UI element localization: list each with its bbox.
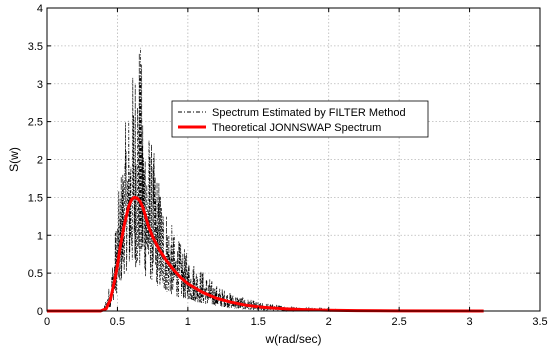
theoretical-spectrum-line bbox=[47, 195, 484, 313]
y-axis-label: S(w) bbox=[7, 147, 21, 172]
x-tick-label: 3 bbox=[467, 316, 473, 328]
y-tick-label: 4 bbox=[37, 3, 43, 15]
y-tick-label: 0 bbox=[37, 306, 43, 318]
y-tick-label: 3.5 bbox=[28, 41, 43, 53]
filter-spectrum-line bbox=[93, 47, 337, 313]
theoretical-series-layer bbox=[47, 195, 484, 313]
legend-label-theoretical: Theoretical JONNSWAP Spectrum bbox=[212, 122, 381, 134]
x-tick-label: 2 bbox=[326, 316, 332, 328]
x-tick-label: 2.5 bbox=[391, 316, 406, 328]
x-tick-label: 1 bbox=[185, 316, 191, 328]
x-tick-label: 3.5 bbox=[532, 316, 547, 328]
filter-series-layer bbox=[47, 47, 337, 313]
y-tick-label: 2 bbox=[37, 155, 43, 167]
x-tick-label: 0.5 bbox=[110, 316, 125, 328]
tick-layer: 0 0.5 1 1.5 2 2.5 3 3.5 0 0.5 1 1.5 2 2.5 3 3.5 4 bbox=[28, 3, 548, 328]
x-tick-label: 0 bbox=[44, 316, 50, 328]
y-tick-label: 0.5 bbox=[28, 268, 43, 280]
y-tick-label: 3 bbox=[37, 79, 43, 91]
legend-box bbox=[171, 100, 429, 138]
legend: Spectrum Estimated by FILTER Method Theo… bbox=[171, 100, 429, 138]
legend-label-filter: Spectrum Estimated by FILTER Method bbox=[212, 107, 406, 119]
y-tick-label: 1 bbox=[37, 230, 43, 242]
x-axis-label: w(rad/sec) bbox=[264, 332, 321, 346]
y-tick-label: 2.5 bbox=[28, 117, 43, 129]
y-tick-label: 1.5 bbox=[28, 192, 43, 204]
x-tick-label: 1.5 bbox=[251, 316, 266, 328]
